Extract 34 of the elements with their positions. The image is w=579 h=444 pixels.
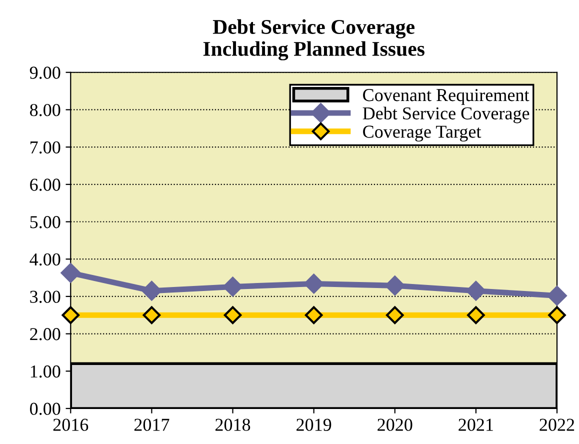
x-tick-label: 2017 — [134, 418, 170, 431]
point — [142, 280, 162, 301]
y-tick-label: 6.00 — [30, 178, 60, 191]
legend-label: Covenant Requirement — [363, 89, 530, 105]
y-tick-label: 4.00 — [30, 253, 60, 266]
point — [547, 286, 567, 306]
x-tick-label: 2018 — [215, 418, 250, 431]
x-tick-label: 2019 — [296, 418, 332, 431]
point — [467, 306, 485, 324]
y-tick-label: 3.00 — [30, 290, 60, 303]
point — [304, 306, 323, 324]
y-tick-label: 5.00 — [30, 216, 60, 228]
point — [548, 306, 566, 324]
y-tick-label: 2.00 — [30, 328, 60, 340]
x-tick-label: 2016 — [53, 418, 88, 431]
y-tick-label: 7.00 — [30, 141, 60, 154]
y-tick-label: 8.00 — [30, 104, 60, 116]
legend-label: Coverage Target — [363, 126, 482, 142]
legend-label: Debt Service Coverage — [362, 106, 530, 124]
point — [62, 306, 80, 324]
point — [142, 306, 161, 324]
point — [60, 263, 81, 283]
point — [224, 306, 242, 324]
y-tick-label: 1.00 — [30, 365, 60, 378]
x-tick-label: 2020 — [378, 418, 412, 431]
point — [304, 274, 324, 294]
chart-title: Debt Service Coverage Including Planned Issues — [203, 19, 424, 60]
point — [466, 280, 486, 301]
y-tick-label: 0.00 — [30, 402, 60, 415]
y-tick-label: 9.00 — [30, 66, 60, 79]
point — [222, 276, 243, 297]
x-tick-label: 2021 — [458, 418, 493, 431]
point — [386, 306, 404, 324]
x-tick-label: 2022 — [540, 418, 574, 431]
